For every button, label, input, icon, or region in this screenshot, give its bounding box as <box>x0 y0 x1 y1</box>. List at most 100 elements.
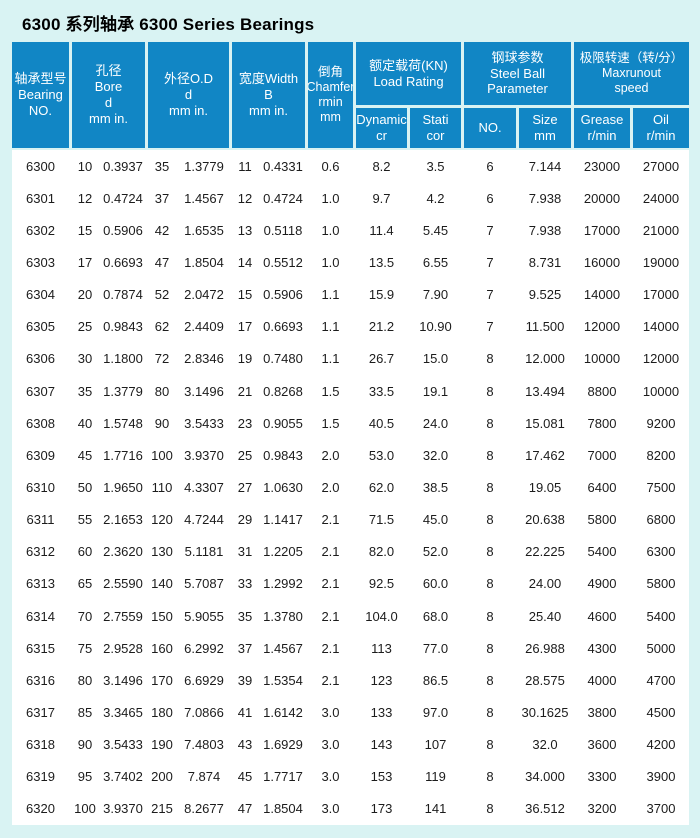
table-cell: 0.7480 <box>263 351 303 367</box>
table-cell: 5400 <box>646 608 676 624</box>
table-cell: 21 <box>237 383 253 399</box>
table-row: 6304 20 0.7874 52 2.0472 15 0.5906 1.1 15.9 7.90 7… <box>12 279 689 311</box>
table-cell: 29 <box>237 512 253 528</box>
table-cell: 8 <box>486 351 494 367</box>
table-cell: 200 <box>151 769 173 785</box>
bearing-model-cell: 6303 <box>26 254 55 270</box>
table-cell: 3300 <box>587 769 617 785</box>
table-cell: 173 <box>370 801 393 817</box>
bearing-model-cell: 6317 <box>26 704 55 720</box>
table-cell: 52 <box>154 287 170 303</box>
table-cell: 45.0 <box>422 512 449 528</box>
table-cell: 3.5 <box>426 158 445 174</box>
table-cell: 3600 <box>587 737 617 753</box>
table-row: 6315 75 2.9528 160 6.2992 37 1.4567 2.1 113 77.0 8… <box>12 632 689 664</box>
table-cell: 13.494 <box>525 383 565 399</box>
table-cell: 160 <box>151 640 173 656</box>
table-cell: 8.2677 <box>184 801 224 817</box>
table-cell: 8 <box>486 415 494 431</box>
table-cell: 90 <box>77 737 93 753</box>
table-cell: 3800 <box>587 704 617 720</box>
table-cell: 1.5 <box>321 383 340 399</box>
header-ball-size: Size mm <box>519 108 571 148</box>
table-cell: 3200 <box>587 801 617 817</box>
table-cell: 15 <box>237 287 253 303</box>
table-cell: 17.462 <box>525 447 565 463</box>
bearing-model-cell: 6316 <box>26 672 55 688</box>
table-header: 轴承型号 Bearing NO. 孔径 Bore d mm in. 外径O.D … <box>12 42 689 148</box>
table-cell: 141 <box>424 801 447 817</box>
table-cell: 3.0 <box>321 704 340 720</box>
table-cell: 21000 <box>642 222 680 238</box>
table-cell: 17000 <box>642 287 680 303</box>
table-cell: 90 <box>154 415 170 431</box>
table-cell: 11 <box>238 158 252 174</box>
table-cell: 3.3465 <box>103 704 143 720</box>
table-cell: 180 <box>151 704 173 720</box>
table-cell: 30 <box>77 351 93 367</box>
table-cell: 77.0 <box>422 640 449 656</box>
bearing-model-cell: 6302 <box>26 222 55 238</box>
table-cell: 0.3937 <box>103 158 143 174</box>
table-cell: 65 <box>77 576 93 592</box>
table-cell: 23 <box>237 415 253 431</box>
table-cell: 7 <box>486 222 494 238</box>
table-cell: 0.4724 <box>103 190 143 206</box>
table-cell: 0.7874 <box>103 287 143 303</box>
table-cell: 8 <box>486 479 494 495</box>
bearing-model-cell: 6305 <box>26 319 55 335</box>
table-cell: 47 <box>237 801 253 817</box>
table-cell: 1.8504 <box>263 801 303 817</box>
table-cell: 7.0866 <box>184 704 224 720</box>
table-cell: 5.9055 <box>184 608 224 624</box>
table-cell: 6400 <box>587 479 617 495</box>
table-cell: 1.4567 <box>263 640 303 656</box>
table-cell: 5.1181 <box>184 544 224 560</box>
table-cell: 0.8268 <box>263 383 303 399</box>
table-cell: 10 <box>77 158 93 174</box>
header-ball-no: NO. <box>464 108 516 148</box>
table-row: 6303 17 0.6693 47 1.8504 14 0.5512 1.0 13.5 6.55 7… <box>12 246 689 278</box>
table-cell: 3.0 <box>321 737 340 753</box>
table-cell: 8 <box>486 608 494 624</box>
table-cell: 14000 <box>642 319 680 335</box>
table-cell: 119 <box>425 769 446 785</box>
header-bearing-no: 轴承型号 Bearing NO. <box>12 42 69 148</box>
table-cell: 8 <box>486 576 494 592</box>
table-cell: 5400 <box>587 544 617 560</box>
table-cell: 1.4567 <box>184 190 224 206</box>
table-cell: 72 <box>154 351 170 367</box>
header-chamfer: 倒角 Chamfer rmin mm <box>308 42 353 148</box>
table-cell: 0.4724 <box>263 190 303 206</box>
table-cell: 31 <box>237 544 253 560</box>
table-cell: 113 <box>371 640 392 656</box>
table-cell: 100 <box>151 447 173 463</box>
table-cell: 22.225 <box>525 544 565 560</box>
bearing-model-cell: 6307 <box>26 383 55 399</box>
table-cell: 15 <box>77 222 93 238</box>
table-cell: 8.2 <box>372 158 391 174</box>
table-cell: 0.6693 <box>263 319 303 335</box>
table-cell: 17 <box>237 319 253 335</box>
table-cell: 28.575 <box>525 672 565 688</box>
table-cell: 14000 <box>583 287 621 303</box>
table-cell: 100 <box>74 801 96 817</box>
table-cell: 1.5354 <box>263 672 303 688</box>
table-cell: 32.0 <box>422 447 449 463</box>
table-cell: 12000 <box>583 319 621 335</box>
table-cell: 2.1 <box>321 544 340 560</box>
table-cell: 12 <box>237 190 253 206</box>
table-cell: 130 <box>151 544 173 560</box>
bearing-model-cell: 6304 <box>26 287 55 303</box>
header-oil-speed: Oil r/min <box>633 108 689 148</box>
table-cell: 153 <box>370 769 393 785</box>
table-cell: 92.5 <box>368 576 395 592</box>
bearing-spec-table: 轴承型号 Bearing NO. 孔径 Bore d mm in. 外径O.D … <box>12 42 689 825</box>
table-body: 6300 10 0.3937 35 1.3779 11 0.4331 0.6 8.2 3.5 6 7.… <box>12 150 689 825</box>
table-row: 6320 100 3.9370 215 8.2677 47 1.8504 3.0 173 141 8… <box>12 793 689 825</box>
table-cell: 42 <box>154 222 170 238</box>
table-cell: 19.1 <box>422 383 449 399</box>
table-cell: 33.5 <box>368 383 395 399</box>
table-cell: 0.6 <box>321 158 340 174</box>
table-cell: 8 <box>486 512 494 528</box>
